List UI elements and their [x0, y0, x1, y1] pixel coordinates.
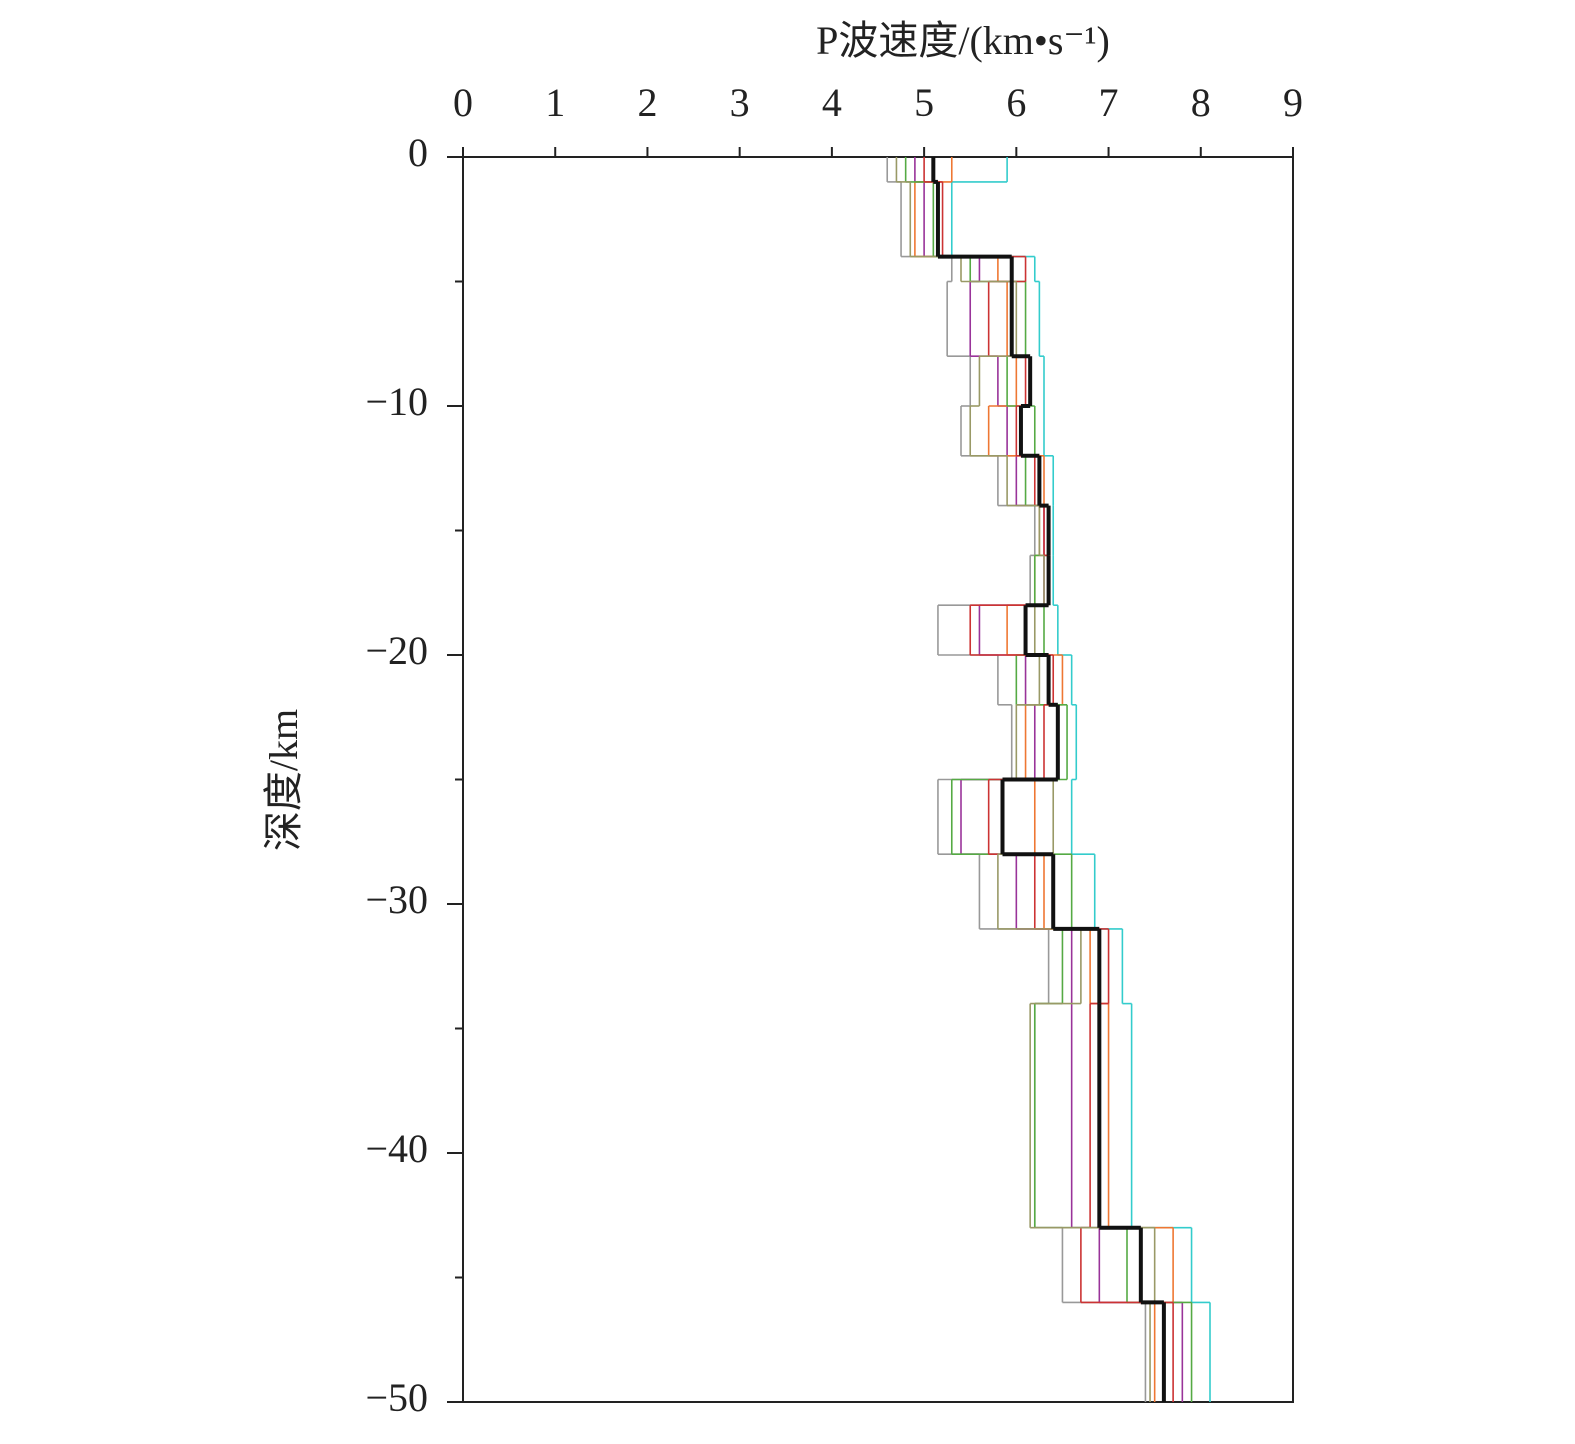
x-tick-label: 0	[453, 80, 473, 125]
x-tick-label: 6	[1006, 80, 1026, 125]
x-tick-label: 4	[822, 80, 842, 125]
y-tick-label: 0	[408, 130, 428, 175]
y-tick-label: −30	[365, 877, 428, 922]
x-tick-label: 2	[637, 80, 657, 125]
x-tick-label: 1	[545, 80, 565, 125]
x-tick-label: 7	[1099, 80, 1119, 125]
y-axis-title: 深度/km	[261, 709, 306, 851]
plot-frame	[462, 156, 1294, 1403]
x-tick-label: 3	[730, 80, 750, 125]
y-tick-label: −20	[365, 628, 428, 673]
y-tick-label: −10	[365, 379, 428, 424]
y-tick-label: −50	[365, 1375, 428, 1420]
x-tick-label: 9	[1283, 80, 1303, 125]
x-tick-label: 8	[1191, 80, 1211, 125]
x-tick-label: 5	[914, 80, 934, 125]
x-axis-title: P波速度/(km•s⁻¹)	[816, 18, 1110, 63]
y-tick-label: −40	[365, 1126, 428, 1171]
